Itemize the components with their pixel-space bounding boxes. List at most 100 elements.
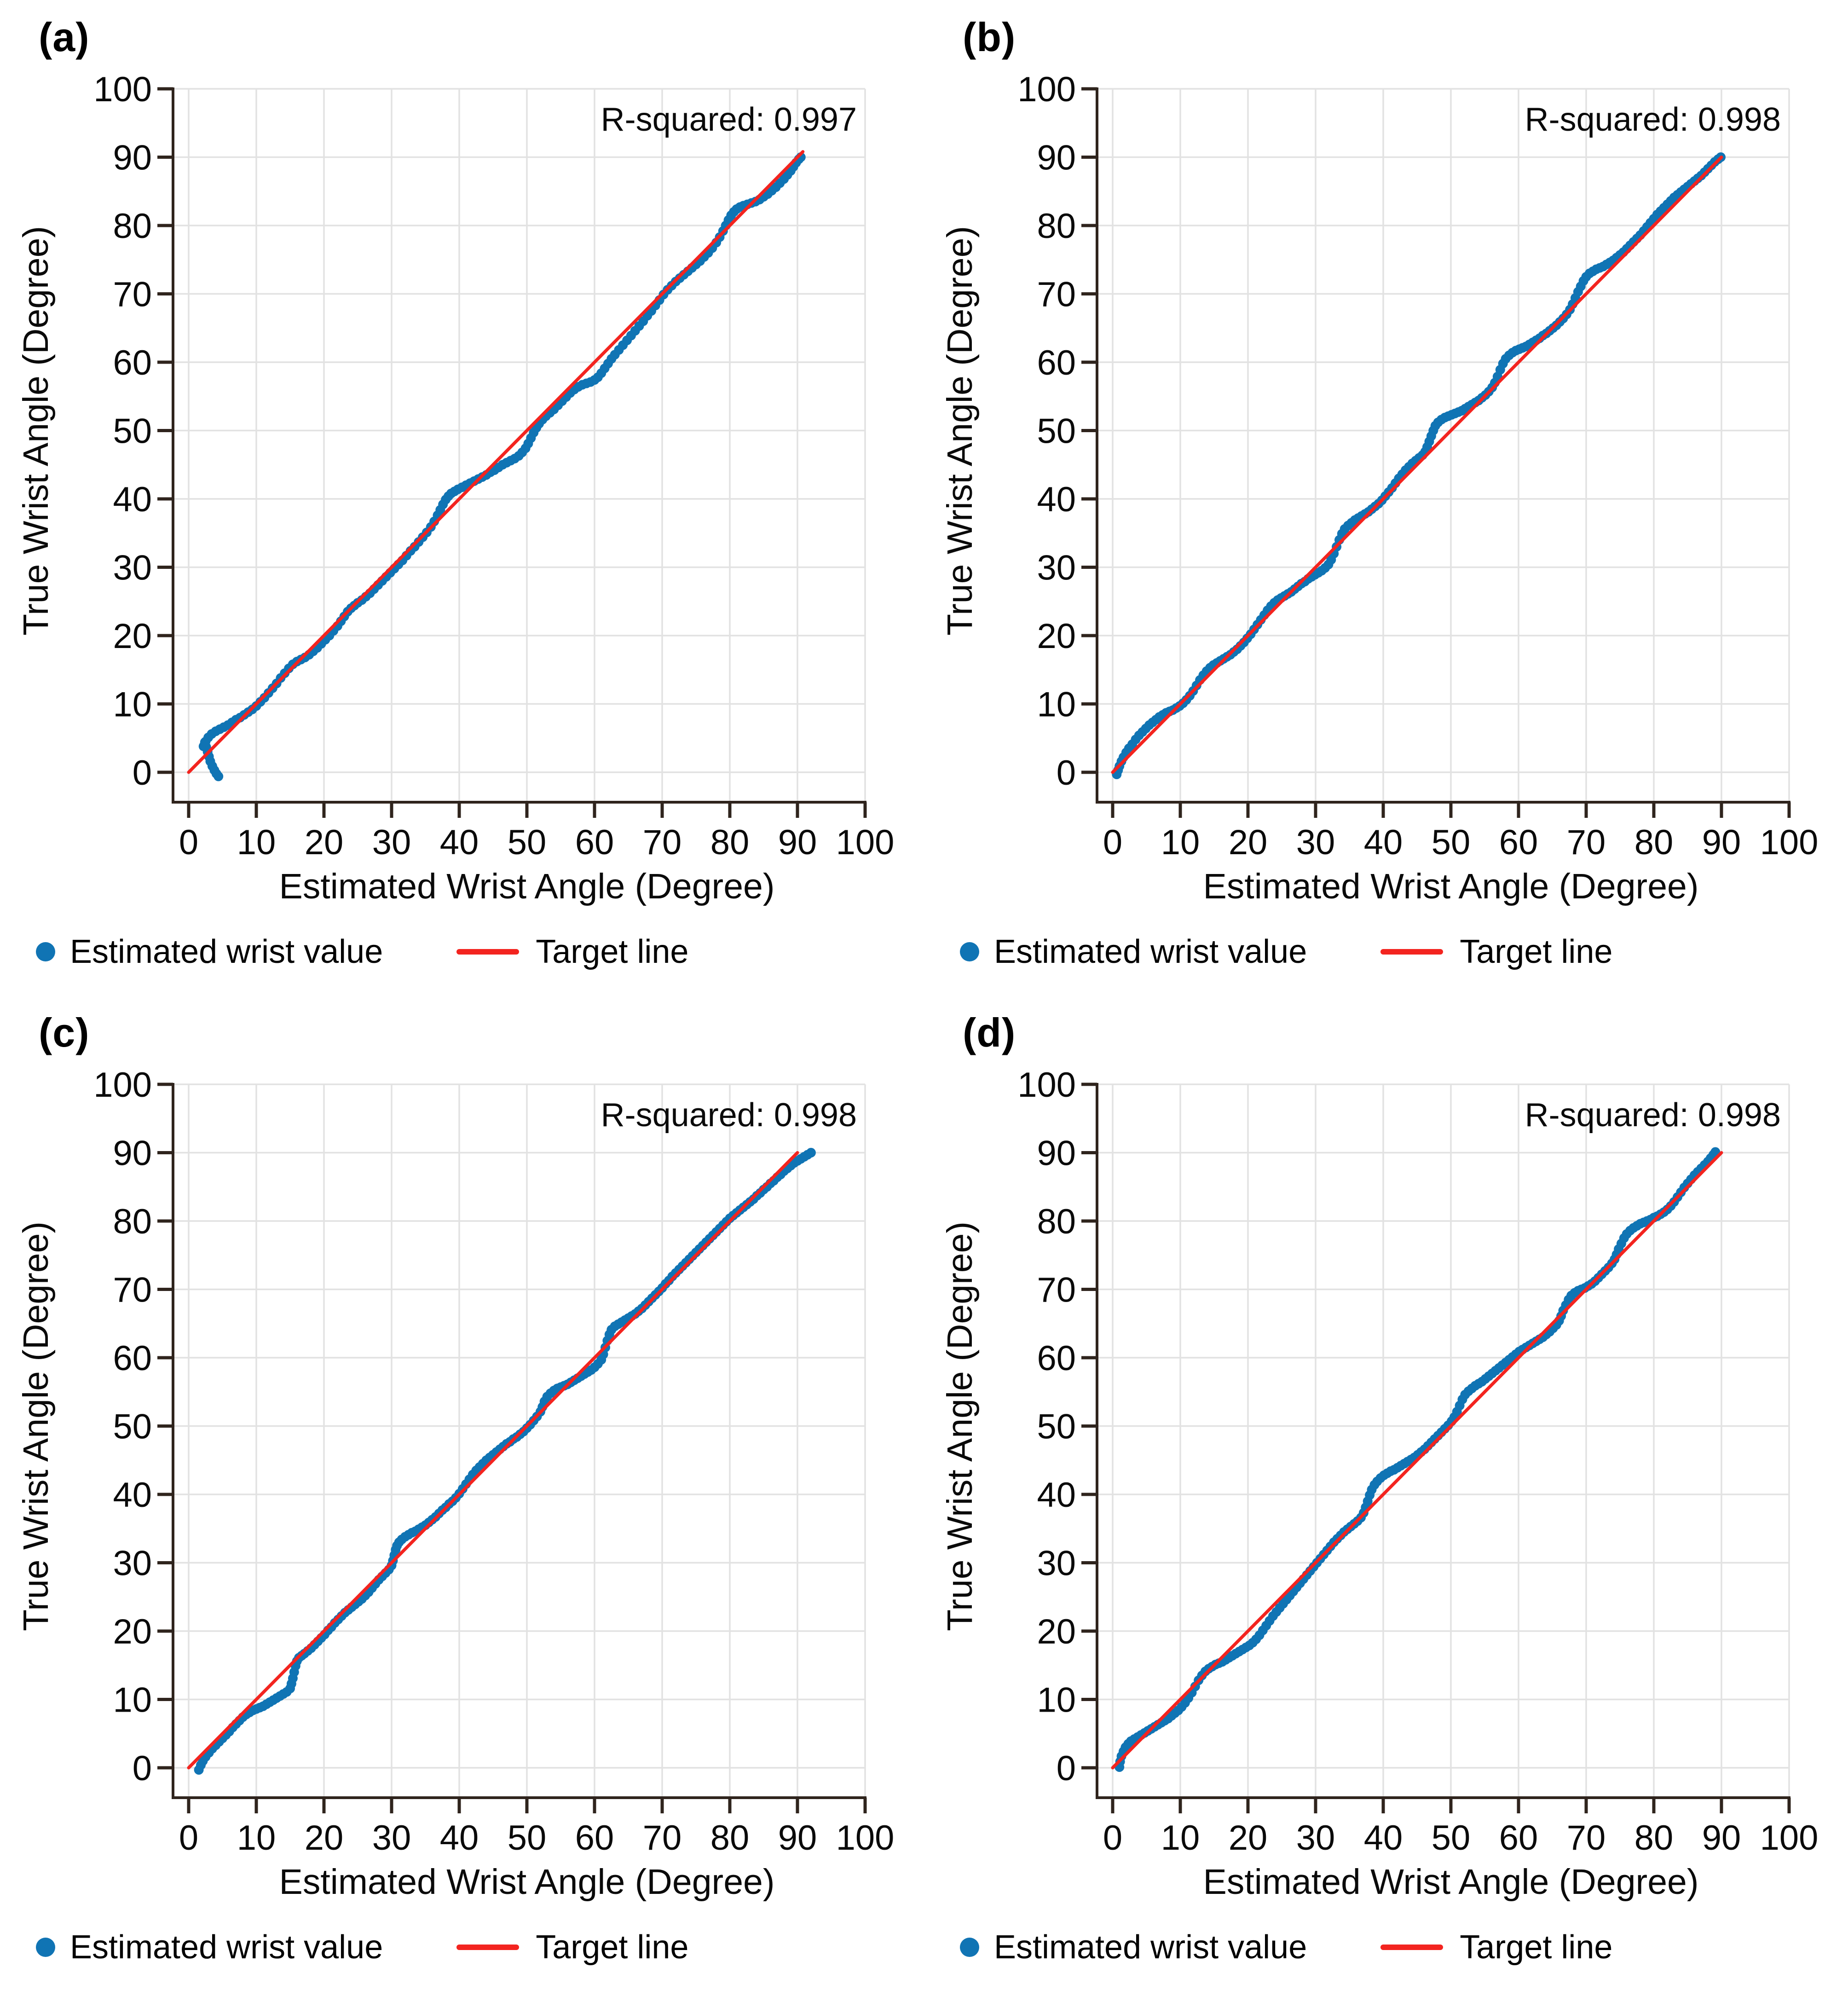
svg-text:20: 20: [1229, 1818, 1268, 1858]
panel-b: (b) 0 10 20 30 40 50 60 70 80 90 100 0 10 20 30 40 50 60 7…: [924, 0, 1848, 996]
svg-text:50: 50: [113, 1407, 152, 1447]
svg-text:40: 40: [1037, 1476, 1076, 1515]
svg-text:90: 90: [113, 139, 152, 178]
svg-text:20: 20: [1229, 823, 1268, 862]
svg-text:80: 80: [113, 207, 152, 246]
legend-line-swatch-icon: [456, 1945, 520, 1950]
svg-text:60: 60: [575, 823, 614, 862]
svg-text:20: 20: [305, 1818, 344, 1858]
svg-text:0: 0: [1057, 1749, 1076, 1788]
legend-line-label: Target line: [1460, 933, 1613, 970]
svg-text:90: 90: [1037, 139, 1076, 178]
svg-text:30: 30: [1037, 1544, 1076, 1583]
svg-text:60: 60: [1499, 1818, 1538, 1858]
svg-text:50: 50: [113, 412, 152, 451]
r-squared-annotation: R-squared: 0.998: [1525, 101, 1781, 138]
svg-text:70: 70: [643, 1818, 682, 1858]
y-axis-label: True Wrist Angle (Degree): [940, 1221, 980, 1631]
svg-text:80: 80: [1634, 823, 1674, 862]
y-axis-label: True Wrist Angle (Degree): [16, 226, 56, 636]
plot-layers: 0 10 20 30 40 50 60 70 80 90 100 0 10 20 30 40 50 60 70 80 9…: [93, 1065, 894, 1858]
svg-text:60: 60: [113, 1339, 152, 1378]
y-axis-label: True Wrist Angle (Degree): [16, 1221, 56, 1631]
svg-text:50: 50: [1432, 823, 1471, 862]
scatter-plot-a: 0 10 20 30 40 50 60 70 80 90 100 0 10 20 30 40 50 60 70 80 9…: [16, 70, 894, 906]
legend-marker-dot-icon: [36, 1938, 55, 1957]
legend-line-swatch-icon: [1380, 949, 1444, 955]
svg-text:30: 30: [113, 549, 152, 588]
svg-text:100: 100: [1760, 1818, 1819, 1858]
r-squared-annotation: R-squared: 0.997: [601, 101, 857, 138]
legend-marker-dot-icon: [960, 1938, 979, 1957]
svg-text:60: 60: [1499, 823, 1538, 862]
svg-text:30: 30: [1296, 823, 1335, 862]
svg-text:70: 70: [1567, 823, 1606, 862]
r-squared-annotation: R-squared: 0.998: [1525, 1097, 1781, 1134]
svg-text:0: 0: [179, 823, 198, 862]
svg-text:70: 70: [1567, 1818, 1606, 1858]
svg-text:20: 20: [1037, 617, 1076, 656]
svg-text:70: 70: [1037, 1271, 1076, 1310]
svg-text:40: 40: [113, 1476, 152, 1515]
svg-text:70: 70: [643, 823, 682, 862]
svg-text:90: 90: [1037, 1134, 1076, 1173]
svg-text:90: 90: [778, 1818, 817, 1858]
svg-text:10: 10: [237, 1818, 276, 1858]
svg-text:80: 80: [710, 1818, 750, 1858]
svg-text:90: 90: [1702, 1818, 1741, 1858]
svg-text:40: 40: [440, 1818, 479, 1858]
x-axis-label: Estimated Wrist Angle (Degree): [1203, 867, 1699, 906]
legend-marker-label: Estimated wrist value: [994, 1929, 1307, 1966]
svg-text:60: 60: [113, 343, 152, 382]
svg-text:80: 80: [1634, 1818, 1674, 1858]
plot-layers: 0 10 20 30 40 50 60 70 80 90 100 0 10 20 30 40 50 60 70 80 9…: [1017, 1065, 1818, 1858]
svg-text:100: 100: [1760, 823, 1819, 862]
svg-text:80: 80: [710, 823, 750, 862]
legend-marker-label: Estimated wrist value: [70, 1929, 383, 1966]
x-axis-label: Estimated Wrist Angle (Degree): [279, 867, 775, 906]
legend: Estimated wrist value Target line: [36, 1920, 688, 1975]
svg-text:50: 50: [508, 1818, 547, 1858]
legend-marker-label: Estimated wrist value: [994, 933, 1307, 970]
svg-text:10: 10: [1037, 1681, 1076, 1720]
scatter-plot-c: 0 10 20 30 40 50 60 70 80 90 100 0 10 20 30 40 50 60 70 80 9…: [16, 1065, 894, 1902]
y-axis-label: True Wrist Angle (Degree): [940, 226, 980, 636]
svg-text:40: 40: [113, 480, 152, 519]
svg-text:50: 50: [1037, 412, 1076, 451]
scatter-plot-b: 0 10 20 30 40 50 60 70 80 90 100 0 10 20 30 40 50 60 70 80 9…: [940, 70, 1818, 906]
svg-text:40: 40: [1364, 823, 1403, 862]
panel-label-a: (a): [39, 14, 90, 60]
plot-layers: 0 10 20 30 40 50 60 70 80 90 100 0 10 20 30 40 50 60 70 80 9…: [1017, 70, 1818, 862]
svg-text:30: 30: [113, 1544, 152, 1583]
svg-text:50: 50: [1037, 1407, 1076, 1447]
legend-marker-dot-icon: [36, 942, 55, 961]
svg-text:100: 100: [1017, 70, 1076, 109]
svg-text:0: 0: [1103, 1818, 1122, 1858]
svg-text:20: 20: [113, 1612, 152, 1651]
svg-text:80: 80: [1037, 207, 1076, 246]
legend-line-label: Target line: [536, 933, 689, 970]
scatter-plot-d: 0 10 20 30 40 50 60 70 80 90 100 0 10 20 30 40 50 60 70 80 9…: [940, 1065, 1818, 1902]
svg-text:30: 30: [1296, 1818, 1335, 1858]
legend-line-swatch-icon: [456, 949, 520, 955]
x-axis-label: Estimated Wrist Angle (Degree): [1203, 1862, 1699, 1902]
x-axis-label: Estimated Wrist Angle (Degree): [279, 1862, 775, 1902]
svg-text:90: 90: [113, 1134, 152, 1173]
svg-text:50: 50: [508, 823, 547, 862]
legend: Estimated wrist value Target line: [960, 924, 1612, 979]
svg-text:0: 0: [133, 1749, 152, 1788]
svg-text:100: 100: [1017, 1065, 1076, 1105]
svg-text:90: 90: [778, 823, 817, 862]
svg-text:100: 100: [93, 1065, 152, 1105]
svg-text:30: 30: [372, 1818, 411, 1858]
svg-text:40: 40: [1364, 1818, 1403, 1858]
panel-label-c: (c): [39, 1010, 90, 1055]
panel-a: (a) 0 10 20 30 40 50 60 70 80 90 100 0 10 20 30 40 50 60 7…: [0, 0, 924, 996]
svg-text:10: 10: [113, 685, 152, 724]
svg-text:10: 10: [1037, 685, 1076, 724]
svg-text:40: 40: [1037, 480, 1076, 519]
panel-c: (c) 0 10 20 30 40 50 60 70 80 90 100 0 10 20 30 40 50 60 7…: [0, 996, 924, 1991]
svg-text:70: 70: [1037, 275, 1076, 314]
legend-marker-label: Estimated wrist value: [70, 933, 383, 970]
legend: Estimated wrist value Target line: [36, 924, 688, 979]
